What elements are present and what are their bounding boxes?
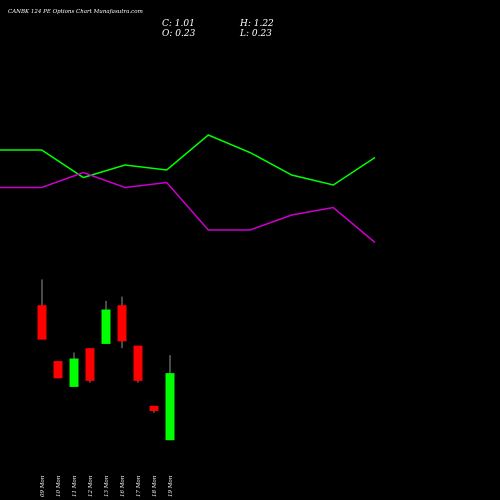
x-tick-label: 18 Mon xyxy=(152,475,158,497)
candle-body-down xyxy=(133,345,143,381)
open-value: O: 0.23 xyxy=(162,29,196,39)
candle xyxy=(165,355,175,441)
candle xyxy=(69,352,79,387)
line-series-1 xyxy=(0,134,376,186)
x-tick-label: 12 Mon xyxy=(88,475,94,497)
candle-body-up xyxy=(165,373,175,441)
candle xyxy=(149,405,159,413)
x-tick-label: 11 Mon xyxy=(72,475,78,497)
line-series-2 xyxy=(0,171,376,244)
candle-body-down xyxy=(37,305,47,340)
candle-body-up xyxy=(69,358,79,387)
candle-body-down xyxy=(149,405,159,411)
chart-title: CANBK 124 PE Options Chart Munafasutra.c… xyxy=(8,9,143,15)
candle xyxy=(117,296,127,349)
x-tick-label: 19 Mon xyxy=(168,475,174,497)
low-value: L: 0.23 xyxy=(240,29,272,39)
x-tick-label: 09 Mon xyxy=(40,475,46,497)
x-tick-label: 10 Mon xyxy=(56,475,62,497)
candle xyxy=(37,279,47,340)
candle xyxy=(53,361,63,379)
x-tick-label: 16 Mon xyxy=(120,475,126,497)
candle-body-down xyxy=(53,361,63,379)
candlestick-plot xyxy=(37,279,175,441)
candle xyxy=(101,300,111,344)
candle-body-up xyxy=(101,309,111,344)
high-value: H: 1.22 xyxy=(240,19,274,29)
candle-body-down xyxy=(85,348,95,381)
x-tick-label: 13 Mon xyxy=(104,475,110,497)
line-plot xyxy=(0,134,376,244)
close-value: C: 1.01 xyxy=(162,19,195,29)
candle xyxy=(85,348,95,383)
x-axis-labels: 09 Mon 10 Mon 11 Mon 12 Mon 13 Mon 16 Mon 17 M… xyxy=(40,475,174,497)
candle-body-down xyxy=(117,305,127,342)
candle xyxy=(133,345,143,383)
x-tick-label: 17 Mon xyxy=(136,475,142,497)
